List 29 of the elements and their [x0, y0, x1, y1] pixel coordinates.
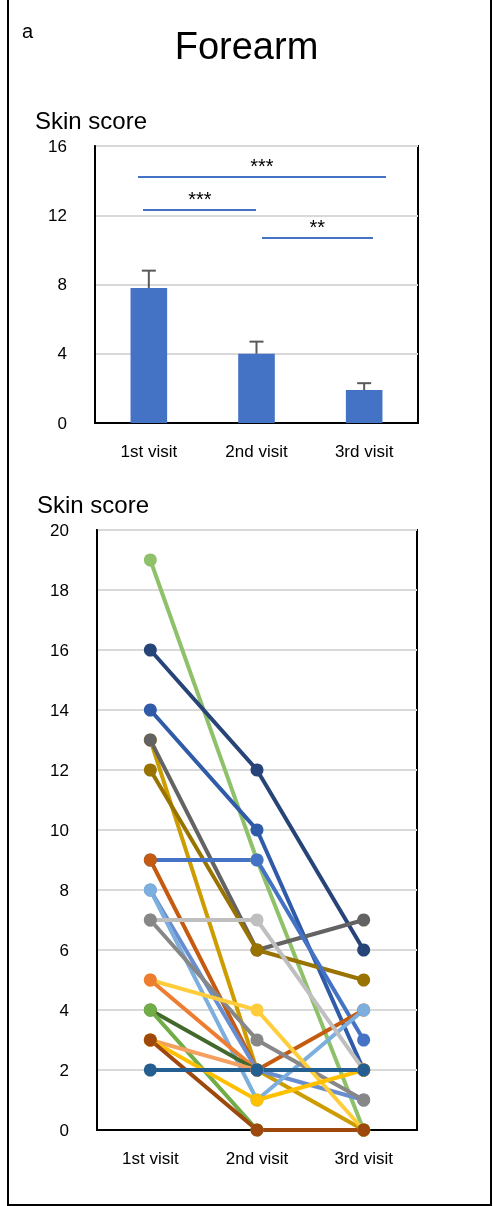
- y-tick-label: 16: [48, 136, 67, 156]
- y-tick-label: 2: [59, 1060, 69, 1080]
- x-tick-label: 3rd visit: [334, 1149, 394, 1168]
- x-tick-label: 2nd visit: [225, 442, 288, 461]
- y-tick-label: 20: [50, 520, 69, 540]
- y-tick-label: 18: [50, 580, 69, 600]
- chart-title: Forearm: [174, 25, 319, 67]
- y-tick-label: 8: [57, 275, 67, 294]
- y-tick-label: 12: [48, 205, 67, 225]
- significance-bracket: ***: [138, 157, 386, 179]
- y-tick-label: 0: [59, 1120, 69, 1140]
- text: a: [22, 20, 34, 43]
- y-tick-label: 0: [57, 413, 67, 433]
- x-tick-label: 1st visit: [121, 1149, 179, 1168]
- x-tick-label: 1st visit: [120, 442, 178, 461]
- y-tick-label: 10: [50, 820, 69, 840]
- y-tick-label: 8: [59, 880, 69, 900]
- significance-bracket: **: [261, 217, 373, 239]
- y-tick-label: 6: [59, 940, 69, 960]
- significance-bracket: ***: [143, 190, 257, 212]
- y-tick-label: 16: [50, 640, 69, 660]
- y-tick-label: 14: [50, 700, 69, 720]
- y-axis-title: Skin score: [37, 490, 150, 518]
- x-tick-label: 3rd visit: [334, 442, 394, 461]
- y-axis-title: Skin score: [35, 106, 148, 134]
- y-tick-label: 4: [59, 1000, 69, 1020]
- y-tick-label: 4: [57, 344, 67, 364]
- y-tick-label: 12: [50, 760, 69, 780]
- x-tick-label: 2nd visit: [225, 1149, 289, 1168]
